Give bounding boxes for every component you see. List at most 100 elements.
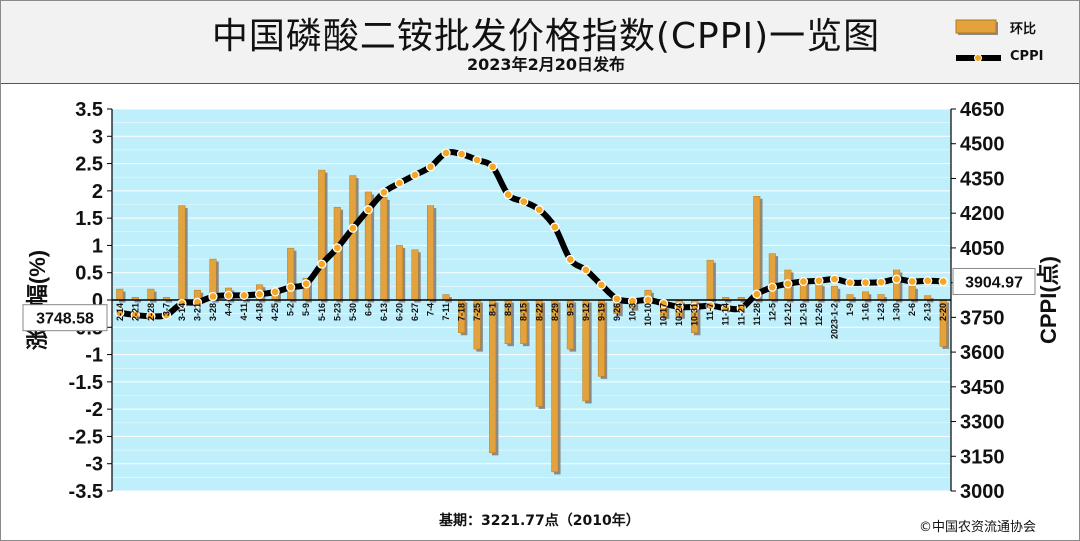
bar-6-27 bbox=[411, 249, 419, 301]
left-tick-label: 3.5 bbox=[75, 99, 103, 121]
bar-2-14 bbox=[116, 288, 124, 301]
right-tick-label: 4050 bbox=[960, 238, 1005, 260]
bar-8-1 bbox=[489, 299, 497, 454]
bar-shadow bbox=[724, 299, 732, 303]
bar-7-11 bbox=[442, 294, 450, 301]
right-tick-label: 3300 bbox=[960, 412, 1005, 434]
cppi-point-1-16 bbox=[860, 277, 871, 288]
x-tick-label: 9-26 bbox=[612, 303, 622, 321]
cppi-point-7-18 bbox=[456, 149, 467, 159]
bar-1-16 bbox=[862, 291, 870, 301]
cppi-point-1-9 bbox=[845, 277, 855, 288]
cppi-point-11-7 bbox=[705, 301, 715, 311]
legend bbox=[955, 19, 1001, 62]
bar-1-9 bbox=[846, 294, 854, 301]
left-tick-label: 3 bbox=[92, 126, 103, 148]
cppi-point-6-6 bbox=[363, 205, 374, 215]
cppi-point-12-19 bbox=[798, 276, 809, 287]
left-tick-label: 1.5 bbox=[75, 208, 103, 230]
left-tick-label: 2 bbox=[92, 181, 103, 203]
cppi-point-7-11 bbox=[441, 148, 451, 158]
right-tick-label: 3150 bbox=[960, 446, 1005, 468]
bar-2-28 bbox=[147, 288, 155, 301]
x-tick-label: 11-14 bbox=[721, 303, 731, 326]
cppi-point-4-4 bbox=[223, 290, 234, 301]
cppi-point-2-6 bbox=[907, 276, 917, 287]
left-axis-label: 涨跌幅(%) bbox=[25, 250, 50, 350]
left-tick-label: 0 bbox=[92, 290, 103, 312]
bar-7-4 bbox=[426, 205, 435, 301]
right-tick-label: 4500 bbox=[960, 134, 1005, 156]
cppi-point-8-29 bbox=[550, 222, 560, 232]
cppi-point-12-5 bbox=[767, 282, 777, 292]
bar-11-7 bbox=[706, 259, 714, 301]
cppi-point-3-28 bbox=[208, 291, 218, 302]
x-tick-label: 4-25 bbox=[270, 303, 280, 321]
cppi-point-10-10 bbox=[643, 295, 653, 305]
cppi-point-9-19 bbox=[596, 280, 607, 290]
x-tick-label: 8-15 bbox=[519, 303, 529, 321]
x-tick-label: 8-29 bbox=[550, 303, 560, 321]
legend-bar-label: 环比 bbox=[1010, 22, 1037, 37]
x-tick-label: 1-30 bbox=[892, 303, 902, 321]
bar-shadow bbox=[165, 299, 173, 303]
cppi-point-7-4 bbox=[425, 162, 436, 172]
cppi-point-12-26 bbox=[814, 276, 824, 286]
x-tick-label: 9-12 bbox=[581, 303, 591, 321]
bar-5-2 bbox=[287, 247, 295, 301]
chart-header: 中国磷酸二铵批发价格指数(CPPI)一览图 2023年2月20日发布 环比 CP… bbox=[1, 1, 1079, 84]
x-tick-label: 11-28 bbox=[752, 303, 762, 326]
right-tick-label: 3600 bbox=[960, 342, 1005, 364]
x-tick-label: 9-19 bbox=[596, 303, 606, 321]
x-tick-label: 10-17 bbox=[659, 303, 669, 326]
x-tick-label: 10-24 bbox=[674, 303, 684, 326]
right-tick-label: 3000 bbox=[960, 481, 1005, 503]
right-axis-label: CPPI(点) bbox=[1036, 256, 1061, 344]
last-value-label: 3904.97 bbox=[965, 274, 1023, 291]
x-tick-label: 8-8 bbox=[503, 303, 513, 316]
left-tick-label: 1 bbox=[92, 235, 103, 257]
x-tick-label: 3-28 bbox=[208, 303, 218, 321]
x-tick-label: 2-28 bbox=[146, 303, 156, 321]
left-tick-label: -3.5 bbox=[69, 481, 103, 503]
x-tick-label: 12-19 bbox=[798, 303, 808, 326]
bar-shadow bbox=[243, 299, 250, 303]
x-tick-label: 12-5 bbox=[767, 303, 777, 321]
chart-subtitle: 2023年2月20日发布 bbox=[467, 55, 625, 74]
left-tick-label: -1 bbox=[85, 345, 103, 367]
bar-12-5 bbox=[768, 253, 776, 301]
cppi-point-2023-1-2 bbox=[829, 274, 840, 284]
cppi-point-10-3 bbox=[627, 296, 638, 306]
right-tick-label: 4650 bbox=[960, 99, 1005, 121]
x-tick-label: 2-21 bbox=[130, 303, 140, 321]
left-tick-label: -2 bbox=[85, 399, 103, 421]
cppi-point-2-21 bbox=[130, 310, 140, 320]
x-tick-label: 2-13 bbox=[923, 303, 933, 321]
cppi-point-8-8 bbox=[503, 190, 513, 200]
bar-12-26 bbox=[815, 283, 823, 301]
cppi-point-3-14 bbox=[177, 298, 187, 309]
bar-5-30 bbox=[349, 175, 357, 301]
x-tick-label: 8-22 bbox=[534, 303, 544, 321]
x-tick-label: 7-18 bbox=[457, 303, 467, 321]
x-tick-label: 10-3 bbox=[627, 303, 637, 321]
bar-3-14 bbox=[178, 205, 186, 301]
x-tick-label: 11-21 bbox=[736, 303, 746, 326]
cppi-point-2-20 bbox=[938, 276, 948, 287]
x-tick-label: 5-16 bbox=[317, 303, 327, 321]
right-tick-label: 4200 bbox=[960, 203, 1005, 225]
bar-1-23 bbox=[877, 294, 885, 301]
cppi-point-9-26 bbox=[612, 294, 622, 304]
x-tick-label: 6-20 bbox=[394, 303, 404, 321]
left-tick-label: 0.5 bbox=[75, 263, 103, 285]
cppi-point-10-31 bbox=[689, 302, 700, 312]
chart-title: 中国磷酸二铵批发价格指数(CPPI)一览图 bbox=[211, 16, 881, 57]
x-tick-label: 3-21 bbox=[192, 303, 202, 321]
cppi-point-5-16 bbox=[317, 259, 327, 269]
x-tick-label: 2-6 bbox=[907, 303, 917, 316]
right-tick-label: 3450 bbox=[960, 377, 1005, 399]
copyright: ©中国农资流通协会 bbox=[919, 520, 1037, 535]
bar-shadow bbox=[134, 299, 142, 303]
cppi-point-10-24 bbox=[674, 302, 684, 312]
